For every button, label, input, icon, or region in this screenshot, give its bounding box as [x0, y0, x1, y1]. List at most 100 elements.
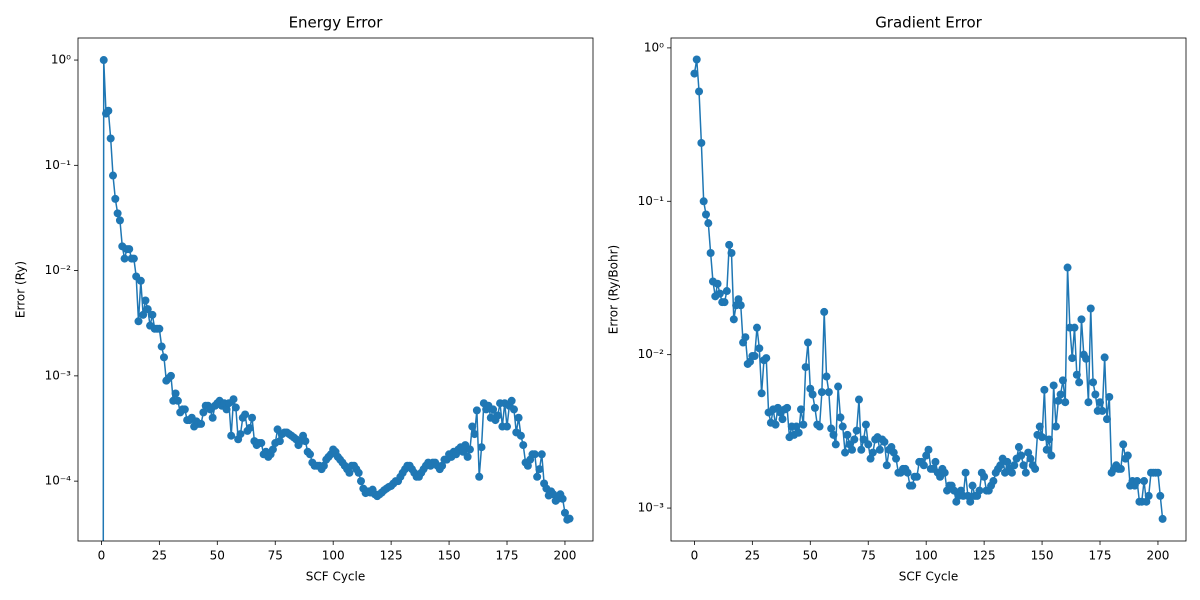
x-tick-label: 125 — [973, 549, 996, 563]
y-tick-label: 10⁻¹ — [45, 158, 72, 172]
data-point — [889, 448, 898, 457]
data-point — [148, 310, 157, 319]
data-point — [720, 298, 729, 307]
data-point — [838, 422, 847, 431]
data-point — [1086, 304, 1095, 313]
data-point — [108, 171, 117, 180]
data-point — [778, 415, 787, 424]
data-point — [129, 254, 138, 263]
data-point — [1156, 491, 1165, 500]
y-tick-label: 10⁻⁴ — [45, 474, 72, 488]
data-point — [799, 420, 808, 429]
data-point — [1040, 385, 1049, 394]
data-point — [106, 134, 115, 143]
data-point — [1026, 454, 1035, 463]
data-point — [704, 219, 713, 228]
data-point — [558, 494, 567, 503]
data-point — [231, 403, 240, 412]
data-point — [815, 422, 824, 431]
data-point — [697, 138, 706, 147]
subplot: Gradient Error SCF Cycle Error (Ry/Bohr) 0 2… — [607, 14, 1187, 584]
data-point — [356, 477, 365, 486]
data-point — [1051, 422, 1060, 431]
data-point — [817, 388, 826, 397]
data-point — [1045, 435, 1054, 444]
subplot: Energy Error SCF Cycle Error (Ry) 0 25 50 75 10… — [14, 14, 594, 584]
data-point — [699, 197, 708, 206]
data-point — [880, 437, 889, 446]
data-point — [808, 390, 817, 399]
data-point — [722, 287, 731, 296]
data-point — [701, 210, 710, 219]
data-point — [533, 472, 542, 481]
data-point — [472, 406, 481, 415]
data-point — [1019, 461, 1028, 470]
x-tick-label: 175 — [1089, 549, 1112, 563]
data-point — [750, 352, 759, 361]
data-point — [741, 333, 750, 342]
data-point — [820, 307, 829, 316]
data-point — [1054, 396, 1063, 405]
data-point — [831, 440, 840, 449]
data-point — [134, 317, 143, 326]
data-point — [1056, 390, 1065, 399]
data-point — [1100, 353, 1109, 362]
data-point — [120, 254, 129, 263]
data-point — [229, 395, 238, 404]
data-point — [836, 413, 845, 422]
data-point — [1153, 468, 1162, 477]
data-point — [115, 216, 124, 225]
data-point — [1140, 477, 1149, 486]
data-point — [996, 461, 1005, 470]
data-point — [1035, 422, 1044, 431]
data-point — [173, 396, 182, 405]
data-point — [829, 430, 838, 439]
data-point — [734, 295, 743, 304]
data-point — [139, 310, 148, 319]
data-point — [729, 315, 738, 324]
data-point — [797, 405, 806, 414]
data-point — [136, 276, 145, 285]
data-point — [1068, 354, 1077, 363]
data-point — [1047, 451, 1056, 460]
x-tick-label: 25 — [745, 549, 760, 563]
data-point — [171, 389, 180, 398]
data-point — [222, 405, 231, 414]
data-point — [143, 305, 152, 314]
data-point — [1061, 398, 1070, 407]
data-point — [882, 461, 891, 470]
data-point — [803, 338, 812, 347]
data-point — [771, 420, 780, 429]
data-point — [1098, 406, 1107, 415]
x-tick-label: 75 — [268, 549, 283, 563]
data-point — [530, 450, 539, 459]
data-point — [197, 419, 206, 428]
data-point — [690, 69, 699, 78]
data-point — [535, 465, 544, 474]
data-point — [875, 445, 884, 454]
data-point — [180, 405, 189, 414]
data-point — [919, 461, 928, 470]
x-tick-label: 100 — [322, 549, 345, 563]
data-point — [245, 423, 254, 432]
x-tick-label: 50 — [210, 549, 225, 563]
data-point — [857, 445, 866, 454]
data-point — [868, 448, 877, 457]
data-point — [519, 441, 528, 450]
data-point — [762, 354, 771, 363]
y-tick-label: 10⁻¹ — [638, 194, 665, 208]
chart-title: Gradient Error — [875, 14, 982, 32]
x-tick-label: 200 — [554, 549, 577, 563]
data-point — [801, 363, 810, 372]
data-point — [931, 457, 940, 466]
x-tick-label: 175 — [496, 549, 519, 563]
data-point — [792, 422, 801, 431]
data-point — [1084, 398, 1093, 407]
data-point — [523, 461, 532, 470]
data-point — [1102, 415, 1111, 424]
data-point — [1105, 392, 1114, 401]
data-point — [989, 477, 998, 486]
data-point — [695, 87, 704, 96]
data-point — [866, 454, 875, 463]
data-point — [843, 430, 852, 439]
